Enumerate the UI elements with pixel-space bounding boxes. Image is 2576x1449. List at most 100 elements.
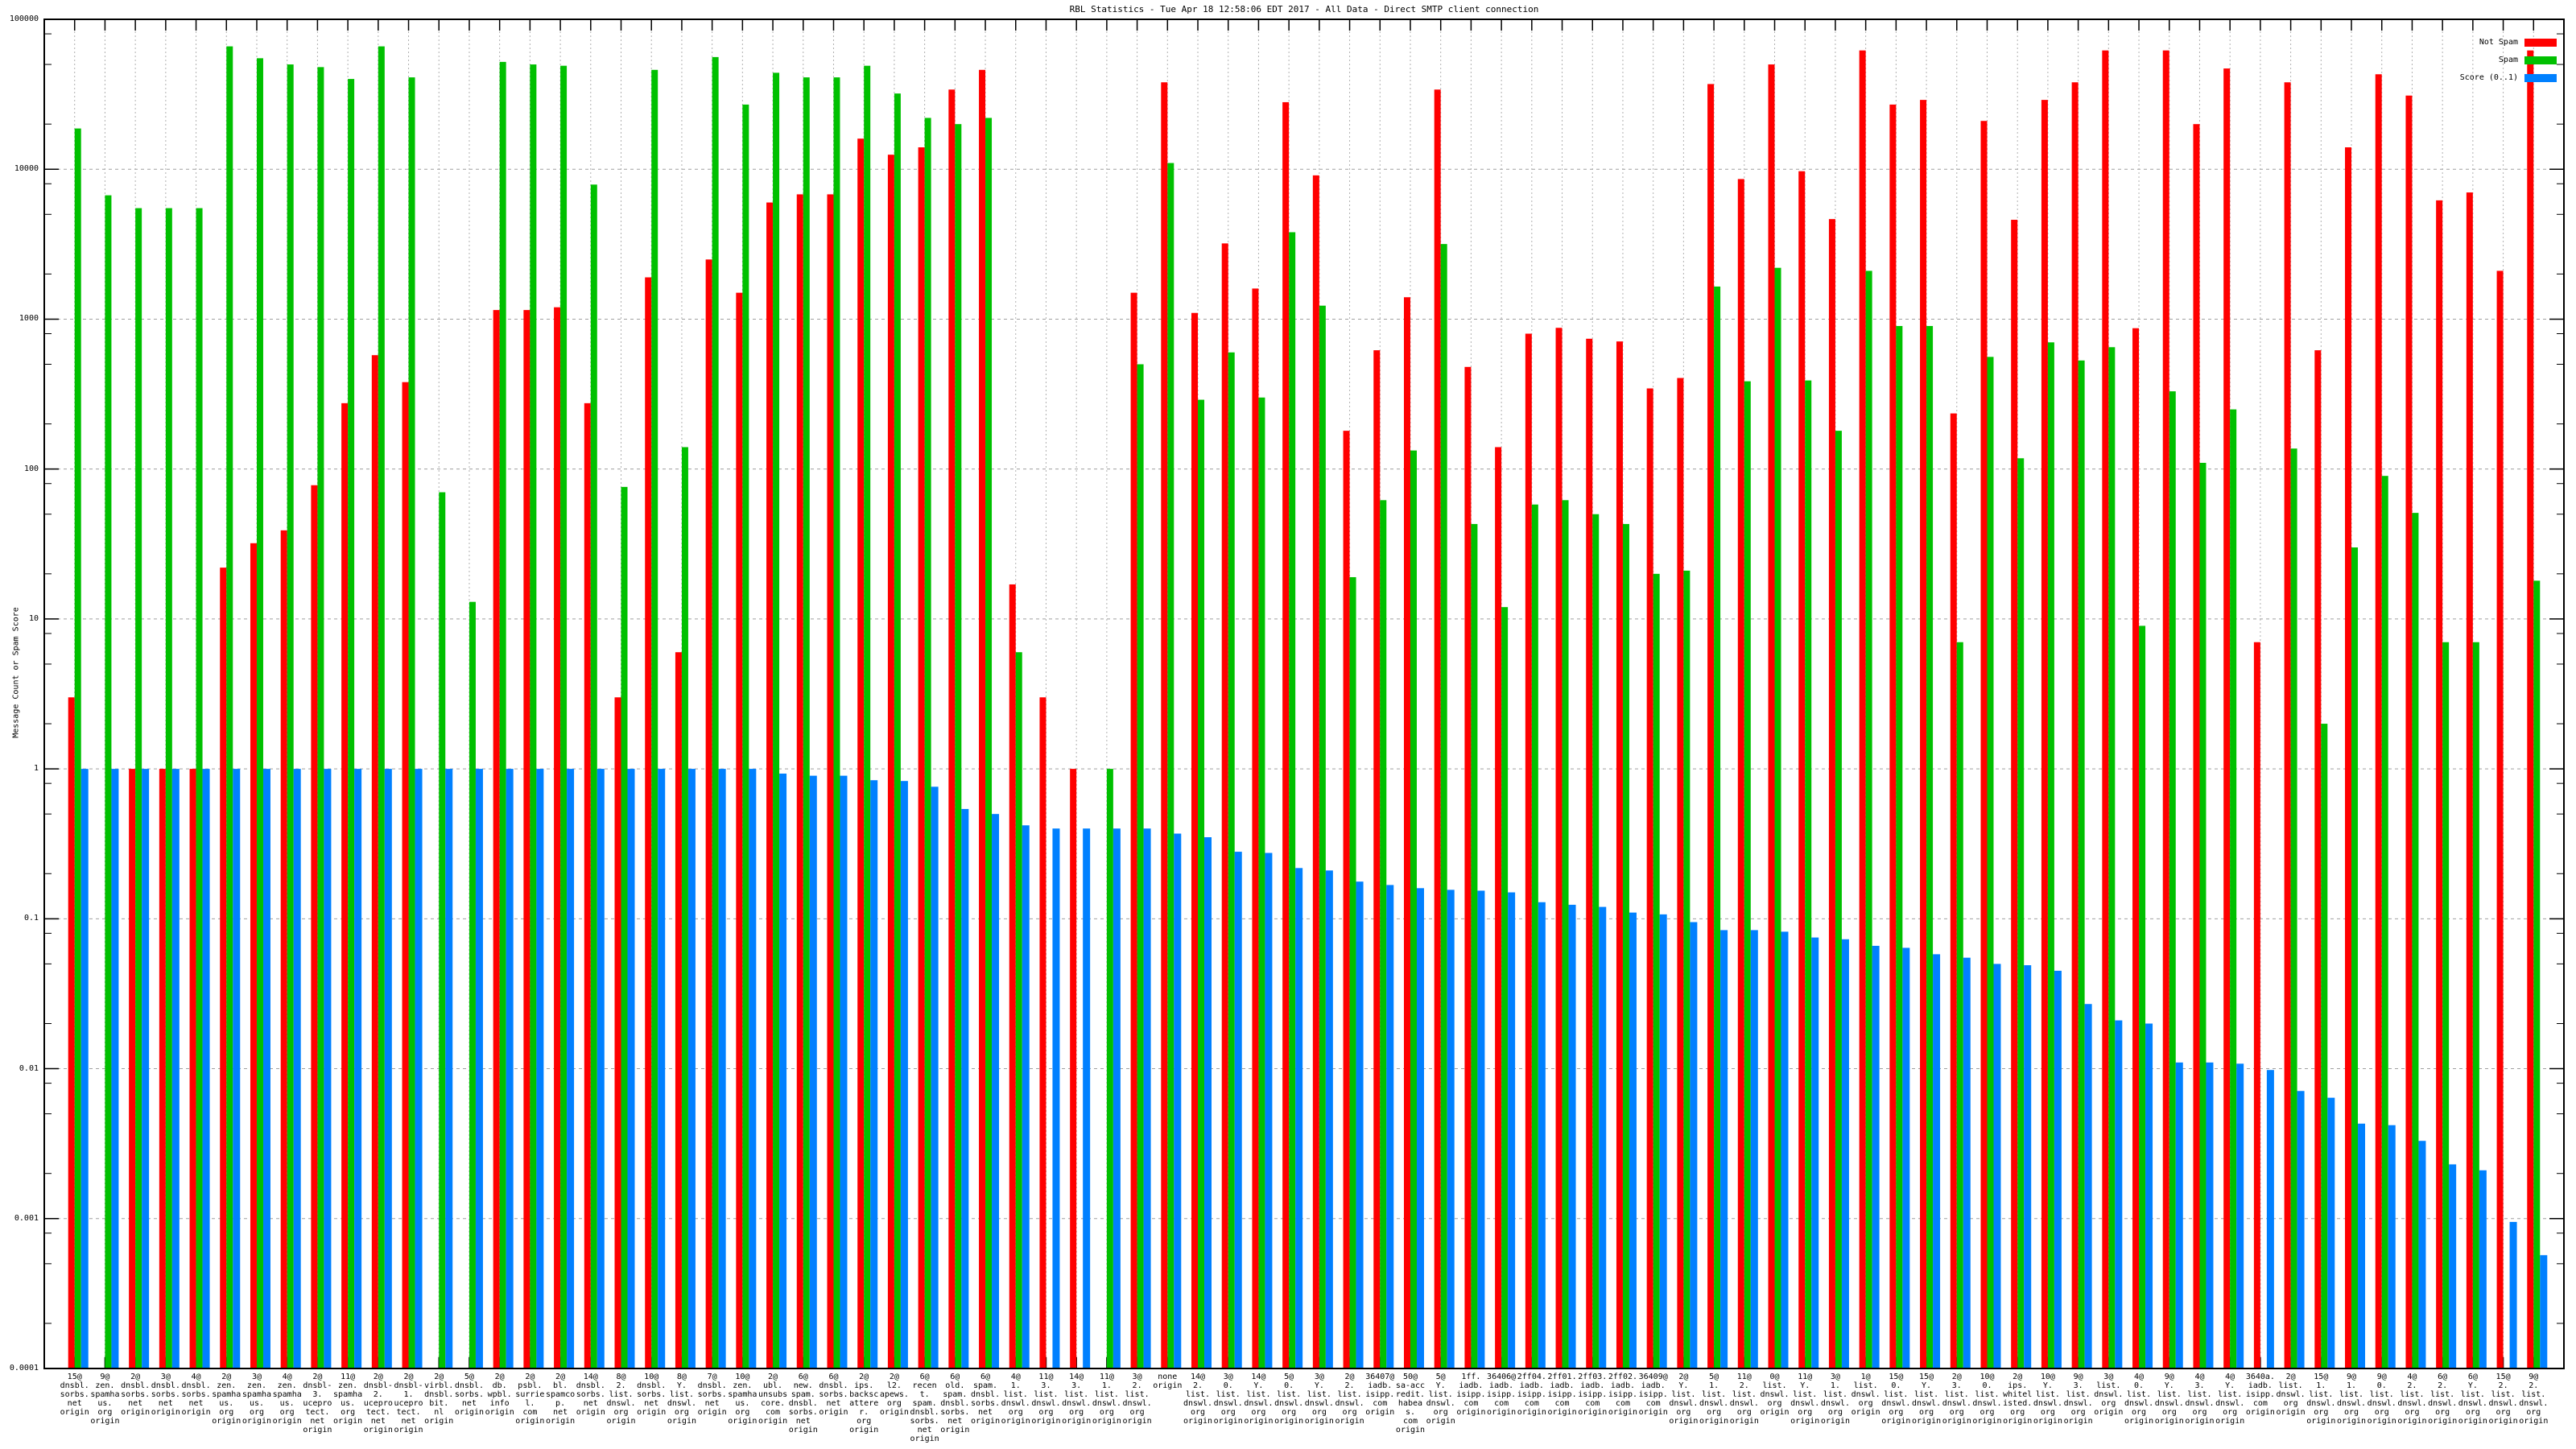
x-tick-label: 3@ dnsbl. sorbs. net origin (151, 1373, 180, 1417)
bar-spam (2381, 476, 2388, 1368)
x-tick-label: 8@ Y. list. dnswl. org origin (667, 1373, 696, 1426)
bar-score (1933, 954, 1941, 1368)
bar-score (1477, 890, 1485, 1368)
bar-not-spam (341, 402, 349, 1368)
bar-score (2054, 970, 2062, 1368)
x-tick-label: 10@ Y. list. dnswl. org origin (2033, 1373, 2062, 1426)
bar-spam (1865, 270, 1872, 1368)
bar-not-spam (2527, 50, 2534, 1369)
bar-score (1052, 828, 1060, 1368)
x-tick-label: 9@ zen. spamhaus. org origin (90, 1373, 120, 1426)
bar-not-spam (1161, 82, 1168, 1368)
bar-score (900, 781, 908, 1368)
bar-spam (833, 77, 840, 1368)
x-tick-label: 6@ recent. spam. dnsbl. sorbs. net origi… (910, 1373, 939, 1443)
bar-spam (1744, 381, 1751, 1368)
bar-not-spam (1980, 121, 1988, 1369)
x-tick-label: 10@ zen. spamhaus. org origin (728, 1373, 758, 1426)
bar-spam (1319, 305, 1326, 1368)
x-tick-label: 11@ zen. spamhaus. org origin (333, 1373, 363, 1426)
legend-swatch-2 (2524, 74, 2557, 82)
bar-spam (287, 64, 294, 1368)
bar-score (1750, 930, 1758, 1368)
x-tick-label: 9@ 1. list. dnswl. org origin (2336, 1373, 2367, 1426)
bar-score (293, 769, 301, 1368)
bar-spam (1349, 576, 1356, 1368)
bar-score (233, 769, 241, 1368)
bar-spam (196, 208, 203, 1368)
bar-spam (1471, 523, 1478, 1368)
bar-score (627, 769, 635, 1368)
bar-not-spam (2436, 200, 2443, 1368)
x-tick-label: 2@ psbl. surriel. com origin (515, 1373, 545, 1426)
bar-not-spam (1009, 584, 1016, 1368)
bar-not-spam (189, 769, 196, 1368)
x-tick-label: 2@ dnsbl-2. uceprotect. net origin (363, 1373, 393, 1435)
bar-spam (2230, 409, 2237, 1368)
x-tick-label: 15@ dnsbl. sorbs. net origin (60, 1373, 89, 1417)
y-tick-label: 0.1 (23, 914, 39, 923)
bar-spam (1137, 364, 1144, 1368)
bar-spam (1896, 325, 1903, 1368)
bar-spam (1501, 607, 1509, 1368)
y-tick-label: 100 (23, 464, 39, 473)
bar-score (992, 814, 1000, 1368)
bar-score (1629, 912, 1637, 1368)
x-tick-label: 2@ virbl. dnsbl. bit. nl origin (424, 1373, 454, 1426)
x-tick-label: 10@ 0. list. dnswl. org origin (1972, 1373, 2002, 1426)
bar-spam (1714, 286, 1721, 1368)
x-tick-label: 2ff03. iadb. isipp. com origin (1578, 1373, 1608, 1417)
bar-score (2236, 1063, 2244, 1368)
bar-score (597, 769, 605, 1368)
y-tick-label: 0.001 (14, 1213, 39, 1223)
bar-score (961, 808, 969, 1368)
bar-not-spam (1707, 84, 1715, 1369)
bar-score (1811, 937, 1819, 1368)
bar-score (1447, 890, 1455, 1368)
bar-spam (1106, 769, 1113, 1368)
bar-score (1113, 828, 1121, 1368)
bar-not-spam (1525, 333, 1532, 1369)
bar-not-spam (736, 292, 743, 1368)
x-tick-label: 6@ 2. list. dnswl. org origin (2428, 1373, 2458, 1426)
bar-spam (74, 128, 81, 1369)
bar-not-spam (129, 769, 136, 1368)
x-tick-label: 5@ 0. list. dnswl. org origin (1274, 1373, 1304, 1426)
bar-not-spam (1070, 769, 1077, 1368)
chart-title: RBL Statistics - Tue Apr 18 12:58:06 EDT… (1069, 4, 1539, 14)
bar-spam (499, 61, 506, 1369)
bar-not-spam (2041, 100, 2048, 1369)
x-tick-label: 6@ dnsbl. sorbs. net origin (819, 1373, 848, 1417)
bar-spam (408, 77, 415, 1368)
x-tick-label: 15@ 1. list. dnswl. org origin (2306, 1373, 2336, 1426)
bar-spam (712, 56, 719, 1369)
bar-not-spam (1889, 104, 1897, 1368)
y-tick-label: 100000 (9, 14, 39, 23)
x-tick-label: 4@ 0. list. dnswl. org origin (2124, 1373, 2154, 1426)
bar-spam (1380, 500, 1387, 1369)
x-tick-label: 3@ 0. list. dnswl. org origin (1213, 1373, 1243, 1426)
bar-not-spam (2193, 124, 2200, 1369)
bar-score (2175, 1062, 2183, 1368)
bar-score (80, 769, 89, 1368)
bar-spam (2139, 625, 2146, 1368)
x-tick-label: 9@ 0. list. dnswl. org origin (2367, 1373, 2396, 1426)
x-tick-label: 2@ list. dnswl. org origin (2276, 1373, 2306, 1417)
x-tick-label: 6@ spam. dnsbl. sorbs. net origin (970, 1373, 1001, 1426)
bar-score (111, 769, 119, 1368)
x-tick-label: 3@ Y. list. dnswl. org origin (1304, 1373, 1334, 1426)
bar-score (142, 769, 150, 1368)
bar-spam (651, 69, 658, 1368)
x-tick-label: 2@ db. wpbl. info origin (485, 1373, 514, 1417)
bar-not-spam (1312, 175, 1319, 1369)
y-tick-label: 0.01 (19, 1063, 39, 1073)
bar-spam (2290, 448, 2297, 1368)
bar-spam (2351, 547, 2359, 1368)
y-tick-label: 10000 (14, 164, 39, 174)
x-tick-label: 1@ list. dnswl. org origin (1851, 1373, 1880, 1417)
bar-score (1386, 885, 1394, 1368)
bar-score (2266, 1070, 2274, 1368)
bar-score (2418, 1141, 2426, 1368)
bar-spam (1531, 504, 1538, 1368)
bar-spam (2017, 458, 2025, 1368)
